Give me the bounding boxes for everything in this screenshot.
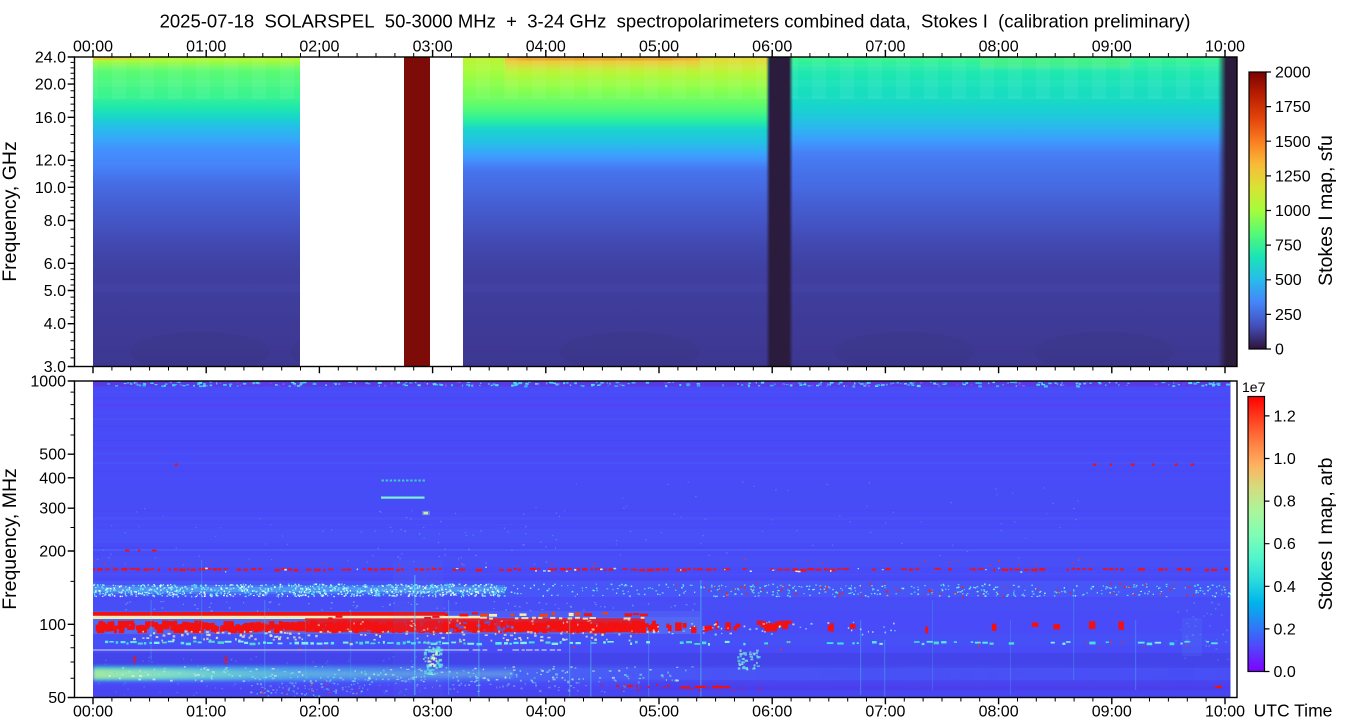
svg-text:10:00: 10:00 — [1205, 39, 1245, 56]
svg-text:1e7: 1e7 — [1242, 379, 1266, 395]
svg-text:400: 400 — [39, 470, 66, 487]
svg-text:01:00: 01:00 — [186, 39, 226, 56]
svg-text:3.0: 3.0 — [44, 359, 66, 376]
svg-text:08:00: 08:00 — [979, 39, 1019, 56]
svg-text:06:00: 06:00 — [752, 704, 792, 721]
svg-text:10:00: 10:00 — [1205, 704, 1245, 721]
svg-text:07:00: 07:00 — [865, 704, 905, 721]
svg-text:05:00: 05:00 — [639, 704, 679, 721]
svg-text:Frequency, MHz: Frequency, MHz — [0, 468, 21, 610]
svg-text:1.2: 1.2 — [1274, 408, 1296, 425]
svg-text:200: 200 — [39, 544, 66, 561]
svg-text:05:00: 05:00 — [639, 39, 679, 56]
svg-text:09:00: 09:00 — [1092, 39, 1132, 56]
svg-text:04:00: 04:00 — [526, 704, 566, 721]
svg-text:8.0: 8.0 — [44, 213, 66, 230]
svg-text:1.0: 1.0 — [1274, 451, 1296, 468]
svg-text:16.0: 16.0 — [35, 110, 66, 127]
svg-text:100: 100 — [39, 617, 66, 634]
svg-text:6.0: 6.0 — [44, 256, 66, 273]
svg-text:01:00: 01:00 — [186, 704, 226, 721]
svg-text:07:00: 07:00 — [865, 39, 905, 56]
svg-text:00:00: 00:00 — [73, 704, 113, 721]
svg-text:24.0: 24.0 — [35, 50, 66, 67]
svg-text:0.2: 0.2 — [1274, 621, 1296, 638]
svg-text:Stokes I map, sfu: Stokes I map, sfu — [1315, 135, 1337, 286]
svg-text:1250: 1250 — [1275, 168, 1311, 185]
svg-text:03:00: 03:00 — [413, 704, 453, 721]
svg-text:1000: 1000 — [1275, 203, 1311, 220]
svg-text:250: 250 — [1275, 307, 1302, 324]
svg-text:Frequency, GHz: Frequency, GHz — [0, 141, 21, 282]
svg-text:2025-07-18 SOLARSPEL 50-3000: 2025-07-18 SOLARSPEL 50-3000 MHz + 3-24 … — [160, 11, 1191, 32]
svg-text:1500: 1500 — [1275, 134, 1311, 151]
svg-text:1750: 1750 — [1275, 99, 1311, 116]
svg-text:02:00: 02:00 — [299, 704, 339, 721]
svg-text:5.0: 5.0 — [44, 283, 66, 300]
svg-text:04:00: 04:00 — [526, 39, 566, 56]
svg-text:1000: 1000 — [30, 374, 66, 391]
svg-text:02:00: 02:00 — [299, 39, 339, 56]
svg-text:UTC Time: UTC Time — [1254, 701, 1333, 721]
svg-text:750: 750 — [1275, 238, 1302, 255]
svg-text:Stokes I map, arb: Stokes I map, arb — [1315, 457, 1337, 610]
svg-text:500: 500 — [1275, 272, 1302, 289]
svg-text:0.0: 0.0 — [1274, 664, 1296, 681]
svg-text:10.0: 10.0 — [35, 180, 66, 197]
svg-text:0: 0 — [1275, 342, 1284, 359]
svg-text:08:00: 08:00 — [979, 704, 1019, 721]
svg-text:0.8: 0.8 — [1274, 494, 1296, 511]
svg-text:06:00: 06:00 — [752, 39, 792, 56]
svg-text:0.6: 0.6 — [1274, 536, 1296, 553]
svg-text:0.4: 0.4 — [1274, 579, 1296, 596]
svg-text:03:00: 03:00 — [413, 39, 453, 56]
svg-text:20.0: 20.0 — [35, 77, 66, 94]
svg-text:09:00: 09:00 — [1092, 704, 1132, 721]
svg-text:12.0: 12.0 — [35, 153, 66, 170]
svg-text:300: 300 — [39, 501, 66, 518]
svg-text:2000: 2000 — [1275, 65, 1311, 82]
svg-text:500: 500 — [39, 447, 66, 464]
svg-text:50: 50 — [48, 690, 66, 707]
svg-text:00:00: 00:00 — [73, 39, 113, 56]
svg-text:4.0: 4.0 — [44, 316, 66, 333]
